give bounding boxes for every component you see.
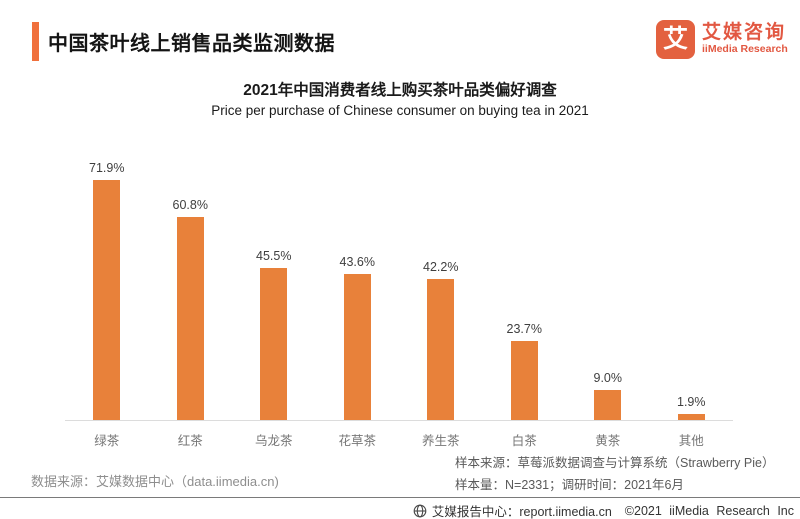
data-source-note: 数据来源：艾媒数据中心（data.iimedia.cn) [31,474,279,489]
bar-slot: 1.9% [650,138,734,420]
bar-value-label: 45.5% [256,249,292,264]
bar-slot: 9.0% [566,138,650,420]
bar [677,413,705,420]
bar-chart-plot-area: 71.9% 60.8% 45.5% 43.6% 42.2% 23.7% 9.0% 1.9% [65,138,733,421]
category-label: 白茶 [511,434,537,448]
bar-value-label: 1.9% [677,394,706,409]
footer-copyright: ©2021 iiMedia Research Inc [624,503,794,518]
iimedia-logo-text: 艾媒咨询 iiMedia Research [702,22,788,56]
bar-value-label: 42.2% [423,260,459,275]
bar-slot: 23.7% [483,138,567,420]
category-label: 养生茶 [421,434,460,448]
sample-notes: 样本来源：草莓派数据调查与计算系统（Strawberry Pie） 样本量：N=… [455,452,774,496]
bar-slot: 43.6% [316,138,400,420]
bar-value-label: 23.7% [506,321,542,336]
logo-name-cn: 艾媒咨询 [702,22,787,44]
category-label: 红茶 [177,434,203,448]
iimedia-logo-icon: 艾 [656,20,695,59]
bar-slot: 60.8% [149,138,233,420]
bar-slot: 42.2% [399,138,483,420]
iimedia-logo: 艾 艾媒咨询 iiMedia Research [656,20,788,59]
globe-icon [413,504,427,518]
bar [510,340,538,420]
bar-value-label: 9.0% [593,370,623,385]
category-label: 绿茶 [94,434,120,448]
footer-report-center: 艾媒报告中心：report.iimedia.cn [431,505,612,519]
footer-divider [0,497,800,498]
bar-value-label: 60.8% [172,197,208,212]
bar-value-label: 43.6% [339,255,375,270]
bar-value-label: 71.9% [89,160,125,175]
category-label: 黄茶 [595,434,621,448]
footer: 艾媒报告中心：report.iimedia.cn ©2021 iiMedia R… [413,501,794,519]
chart-title: 2021年中国消费者线上购买茶叶品类偏好调查 [243,82,557,99]
page-title: 中国茶叶线上销售品类监测数据 [48,33,335,55]
bar-slot: 71.9% [65,138,149,420]
chart-subtitle: Price per purchase of Chinese consumer o… [211,103,589,118]
bar [427,279,455,420]
bar [343,274,371,420]
bar-slot: 45.5% [232,138,316,420]
bar [260,268,288,420]
bar [594,389,622,420]
sample-size-note: 样本量：N=2331；调研时间：2021年6月 [455,478,684,492]
bar [176,216,204,420]
category-label: 乌龙茶 [254,434,293,448]
sample-source-note: 样本来源：草莓派数据调查与计算系统（Strawberry Pie） [455,456,775,470]
logo-name-en: iiMedia Research [702,43,788,56]
title-accent-bar [32,22,39,61]
category-label: 花草茶 [338,434,376,448]
category-label: 其他 [678,434,704,448]
x-axis-category-labels: 绿茶 红茶 乌龙茶 花草茶 养生茶 白茶 黄茶 其他 [65,421,733,449]
bar [93,179,121,420]
